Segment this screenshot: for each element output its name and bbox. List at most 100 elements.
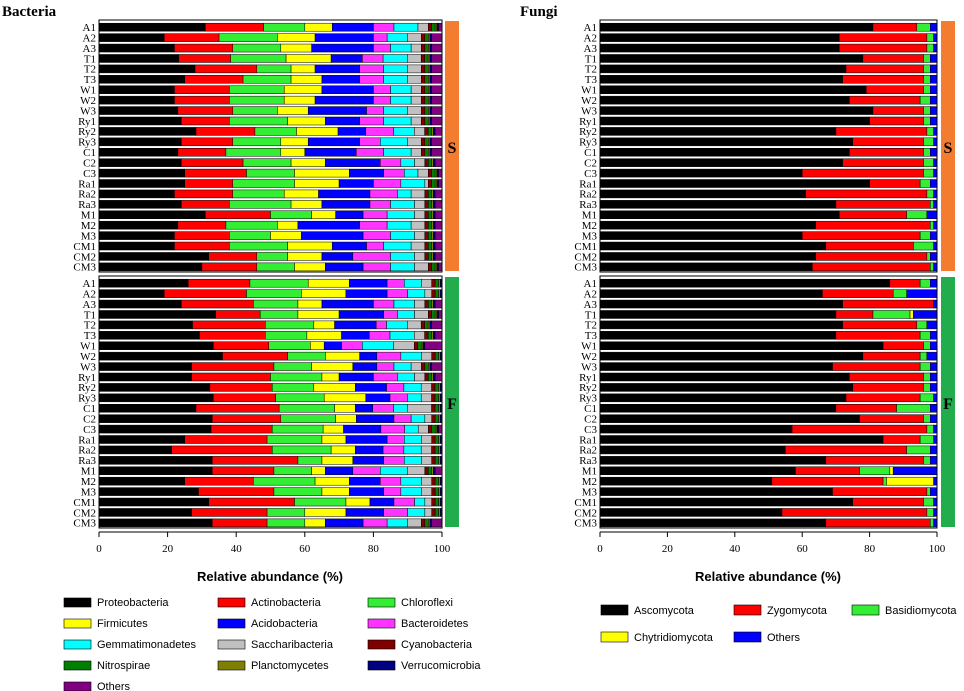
bacteria-f-cm1-actinobacteria-segment xyxy=(208,497,295,507)
bacteria-f-w1-chloroflexi-segment xyxy=(268,341,311,350)
bacteria-f-w1-proteobacteria-segment xyxy=(98,341,214,350)
bacteria-f-ry1-saccharibacteria-segment xyxy=(414,372,426,382)
fungi-f-c3-zygomycota-segment xyxy=(791,424,928,434)
bacteria-s-w2-nitrospirae-segment xyxy=(424,95,429,105)
bacteria-f-cm2-cyanobacteria-segment xyxy=(431,508,436,517)
bacteria-f-label-t1: T1 xyxy=(84,309,96,321)
bacteria-f-cm2-proteobacteria-segment xyxy=(98,508,192,517)
bacteria-s-ra2-actinobacteria-segment xyxy=(174,189,234,199)
bacteria-s-m2-bacteroidetes-segment xyxy=(359,220,388,230)
bacteria-s-label-w2: W2 xyxy=(80,95,96,107)
bacteria-f-t3-firmicutes-segment xyxy=(306,331,342,340)
fungi-f-w1-others-segment xyxy=(930,341,938,350)
bacteria-f-w1-bacteroidetes-segment xyxy=(341,341,363,350)
bacteria-f-t1-acidobacteria-segment xyxy=(338,310,384,319)
fungi-s-cm3-basidiomycota-segment xyxy=(930,262,934,272)
fungi-f-t1-ascomycota-segment xyxy=(599,310,837,319)
bacteria-s-ra2-cyanobacteria-segment xyxy=(424,189,429,199)
bacteria-s-t3-acidobacteria-segment xyxy=(321,75,360,84)
fungi-s-c1-ascomycota-segment xyxy=(599,148,850,157)
bacteria-f-t1-others-segment xyxy=(438,310,443,319)
bacteria-s-label-t1: T1 xyxy=(84,53,96,65)
bacteria-s-cm2-nitrospirae-segment xyxy=(428,252,432,261)
bacteria-f-t2-others-segment xyxy=(431,320,443,330)
bacteria-f-a3-actinobacteria-segment xyxy=(181,299,254,309)
fungi-s-label-ra3: Ra3 xyxy=(579,199,597,211)
fungi-x-tick-60: 60 xyxy=(797,543,809,555)
fungi-f-a3-zygomycota-segment xyxy=(842,299,934,309)
bacteria-s-t2-actinobacteria-segment xyxy=(194,64,258,74)
fungi-s-c1-basidiomycota-segment xyxy=(923,148,931,157)
fungi-s-t2-zygomycota-segment xyxy=(845,64,924,74)
fungi-s-label-m2: M2 xyxy=(582,220,597,232)
bacteria-s-c1-others-segment xyxy=(431,148,443,157)
bacteria-s-cm3-gemmatimonadetes-segment xyxy=(390,262,415,272)
fungi-f-label-m2: M2 xyxy=(582,476,597,488)
bacteria-s-cm3-saccharibacteria-segment xyxy=(414,262,429,272)
fungi-s-w3-ascomycota-segment xyxy=(599,106,874,115)
bacteria-f-c2-chloroflexi-segment xyxy=(280,414,336,423)
bacteria-s-t1-cyanobacteria-segment xyxy=(420,54,425,63)
fungi-s-label-w3: W3 xyxy=(581,105,597,117)
fungi-s-w1-others-segment xyxy=(930,85,938,94)
bacteria-legend-item-bacteroidetes: Bacteroidetes xyxy=(367,618,469,630)
bacteria-s-w2-others-segment xyxy=(431,95,443,105)
fungi-f-m2-chytridiomycota-segment xyxy=(886,476,934,486)
fungi-s-ry1-zygomycota-segment xyxy=(869,116,924,126)
bacteria-s-w3-proteobacteria-segment xyxy=(98,106,179,115)
bacteria-f-t1-firmicutes-segment xyxy=(297,310,340,319)
bacteria-f-w3-others-segment xyxy=(431,362,443,371)
bacteria-x-axis: 0 20 40 60 80 100 xyxy=(96,531,451,555)
bacteria-s-a3-actinobacteria-segment xyxy=(174,43,234,53)
fungi-f-m3-zygomycota-segment xyxy=(832,487,928,496)
bacteria-s-cm3-nitrospirae-segment xyxy=(431,262,436,272)
bacteria-s-t3-cyanobacteria-segment xyxy=(421,75,426,84)
bacteria-s-t2-proteobacteria-segment xyxy=(98,64,196,74)
bacteria-f-w2-actinobacteria-segment xyxy=(222,351,288,361)
bacteria-f-w2-chloroflexi-segment xyxy=(287,351,326,361)
bacteria-f-t1-chloroflexi-segment xyxy=(259,310,299,319)
bacteria-f-w1-firmicutes-segment xyxy=(310,341,325,350)
bacteria-legend-swatch-gemmatimonadetes xyxy=(63,639,92,650)
bacteria-f-w2-proteobacteria-segment xyxy=(98,351,223,361)
bacteria-f-w1-saccharibacteria-segment xyxy=(393,341,415,350)
bacteria-s-ra3-gemmatimonadetes-segment xyxy=(390,200,415,209)
bacteria-f-a3-acidobacteria-segment xyxy=(321,299,374,309)
bacteria-s-ra2-firmicutes-segment xyxy=(283,189,319,199)
bacteria-f-a1-proteobacteria-segment xyxy=(98,278,189,288)
bacteria-f-cm3-planctomycetes-segment xyxy=(428,518,431,528)
bacteria-f-m3-saccharibacteria-segment xyxy=(421,487,432,496)
bacteria-s-cm3-acidobacteria-segment xyxy=(325,262,364,272)
fungi-x-tick-20: 20 xyxy=(662,543,674,555)
bacteria-s-cm1-others-segment xyxy=(434,241,443,251)
bacteria-f-t3-others-segment xyxy=(434,331,443,340)
fungi-f-w1-basidiomycota-segment xyxy=(923,341,931,350)
bacteria-f-a2-saccharibacteria-segment xyxy=(424,289,432,298)
fungi-legend-item-others: Others xyxy=(733,631,801,644)
bacteria-s-cm2-bacteroidetes-segment xyxy=(352,252,391,261)
bacteria-s-t1-bacteroidetes-segment xyxy=(362,54,384,63)
bacteria-f-c3-bacteroidetes-segment xyxy=(380,424,405,434)
bacteria-legend-swatch-planctomycetes xyxy=(217,660,246,671)
bacteria-f-ra1-acidobacteria-segment xyxy=(345,435,388,444)
fungi-s-t1-zygomycota-segment xyxy=(862,54,924,63)
fungi-f-t1-chytridiomycota-segment xyxy=(909,310,914,319)
fungi-s-label-t1: T1 xyxy=(585,53,597,65)
fungi-s-label-m1: M1 xyxy=(582,210,597,222)
bacteria-s-m2-others-segment xyxy=(434,220,443,230)
fungi-s-m2-others-segment xyxy=(933,220,938,230)
bacteria-f-ry1-gemmatimonadetes-segment xyxy=(397,372,415,382)
fungi-s-ry3-basidiomycota-segment xyxy=(923,137,934,147)
bacteria-f-label-a2: A2 xyxy=(83,288,96,300)
bacteria-s-label-c3: C3 xyxy=(83,168,96,180)
bacteria-s-cm3-others-segment xyxy=(438,262,443,272)
bacteria-f-ra1-bacteroidetes-segment xyxy=(386,435,405,444)
bacteria-s-c2-saccharibacteria-segment xyxy=(414,158,426,167)
bacteria-f-ry3-gemmatimonadetes-segment xyxy=(407,393,422,403)
bacteria-f-ry2-nitrospirae-segment xyxy=(434,383,439,392)
fungi-s-label-c1: C1 xyxy=(584,147,597,159)
bacteria-s-cm3-planctomycetes-segment xyxy=(434,262,438,272)
bacteria-s-panel-frame xyxy=(98,19,443,273)
fungi-f-label-ry3: Ry3 xyxy=(579,393,597,405)
fungi-s-m3-zygomycota-segment xyxy=(801,231,921,240)
